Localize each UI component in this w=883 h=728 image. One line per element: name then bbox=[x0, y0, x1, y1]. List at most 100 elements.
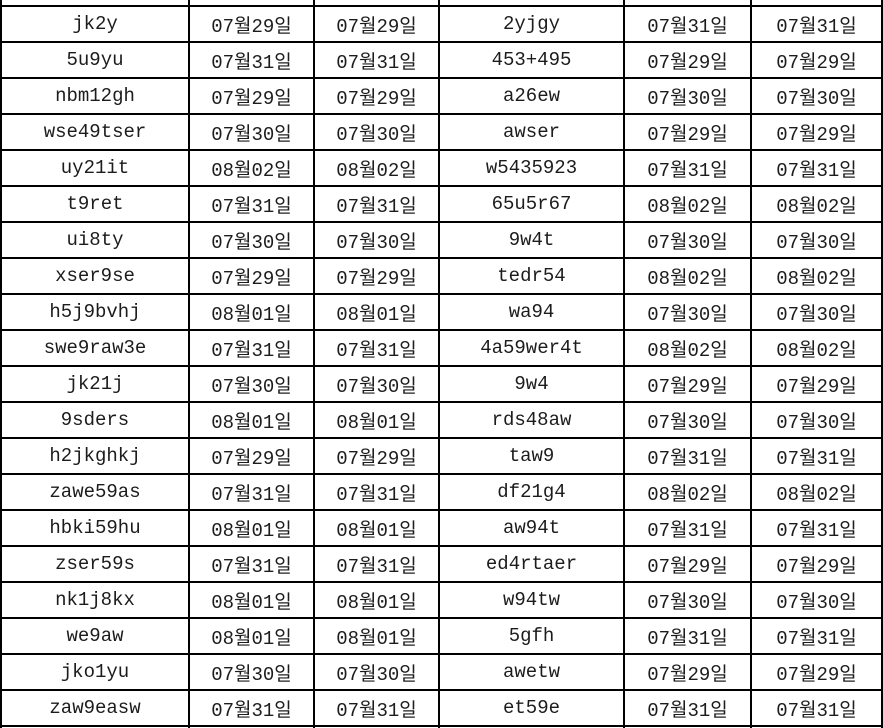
date-cell[interactable]: 07월31일 bbox=[315, 691, 440, 727]
date-cell[interactable]: 08월01일 bbox=[315, 511, 440, 547]
date-cell[interactable]: 07월31일 bbox=[315, 331, 440, 367]
date-cell[interactable]: 08월01일 bbox=[190, 619, 315, 655]
date-cell[interactable]: 08월01일 bbox=[190, 583, 315, 619]
date-cell[interactable]: 07월30일 bbox=[625, 79, 752, 115]
date-cell[interactable]: 07월31일 bbox=[190, 43, 315, 79]
date-cell[interactable]: 08월01일 bbox=[315, 295, 440, 331]
id-cell[interactable]: zser59s bbox=[0, 547, 190, 583]
id-cell[interactable]: t9ret bbox=[0, 187, 190, 223]
date-cell[interactable]: 08월02일 bbox=[625, 259, 752, 295]
date-cell[interactable]: 07월30일 bbox=[190, 223, 315, 259]
id-cell[interactable]: hbki59hu bbox=[0, 511, 190, 547]
date-cell[interactable]: 08월01일 bbox=[190, 295, 315, 331]
date-cell[interactable]: 07월31일 bbox=[752, 619, 883, 655]
date-cell[interactable]: 08월01일 bbox=[190, 403, 315, 439]
id-cell[interactable]: 9w4 bbox=[440, 367, 625, 403]
id-cell[interactable]: w5435923 bbox=[440, 151, 625, 187]
date-cell[interactable]: 08월02일 bbox=[752, 187, 883, 223]
id-cell[interactable]: taw9 bbox=[440, 439, 625, 475]
id-cell[interactable]: 9w4t bbox=[440, 223, 625, 259]
date-cell[interactable]: 07월30일 bbox=[752, 403, 883, 439]
id-cell[interactable]: h2jkghkj bbox=[0, 439, 190, 475]
id-cell[interactable]: tedr54 bbox=[440, 259, 625, 295]
date-cell[interactable]: 07월30일 bbox=[315, 115, 440, 151]
date-cell[interactable]: 08월02일 bbox=[190, 151, 315, 187]
date-cell[interactable]: 07월30일 bbox=[315, 223, 440, 259]
date-cell[interactable]: 07월29일 bbox=[190, 259, 315, 295]
date-cell[interactable]: 07월29일 bbox=[625, 655, 752, 691]
date-cell[interactable]: 07월30일 bbox=[752, 223, 883, 259]
id-cell[interactable]: awser bbox=[440, 115, 625, 151]
date-cell[interactable]: 07월31일 bbox=[625, 619, 752, 655]
date-cell[interactable]: 07월31일 bbox=[315, 43, 440, 79]
date-cell[interactable]: 07월29일 bbox=[190, 439, 315, 475]
date-cell[interactable]: 07월31일 bbox=[315, 475, 440, 511]
date-cell[interactable]: 07월31일 bbox=[190, 547, 315, 583]
date-cell[interactable]: 07월31일 bbox=[752, 691, 883, 727]
id-cell[interactable]: aw94t bbox=[440, 511, 625, 547]
id-cell[interactable]: jk21j bbox=[0, 367, 190, 403]
id-cell[interactable]: et59e bbox=[440, 691, 625, 727]
date-cell[interactable]: 07월31일 bbox=[190, 475, 315, 511]
id-cell[interactable]: w94tw bbox=[440, 583, 625, 619]
date-cell[interactable]: 07월29일 bbox=[752, 655, 883, 691]
date-cell[interactable]: 08월01일 bbox=[315, 403, 440, 439]
id-cell[interactable]: zaw9easw bbox=[0, 691, 190, 727]
date-cell[interactable]: 07월29일 bbox=[625, 367, 752, 403]
date-cell[interactable]: 08월02일 bbox=[752, 331, 883, 367]
id-cell[interactable]: 65u5r67 bbox=[440, 187, 625, 223]
date-cell[interactable]: 07월30일 bbox=[190, 655, 315, 691]
date-cell[interactable]: 07월29일 bbox=[190, 7, 315, 43]
date-cell[interactable]: 07월30일 bbox=[625, 403, 752, 439]
id-cell[interactable]: 5u9yu bbox=[0, 43, 190, 79]
date-cell[interactable]: 07월29일 bbox=[315, 439, 440, 475]
date-cell[interactable]: 07월31일 bbox=[315, 547, 440, 583]
id-cell[interactable]: 5gfh bbox=[440, 619, 625, 655]
id-cell[interactable]: wse49tser bbox=[0, 115, 190, 151]
date-cell[interactable]: 07월30일 bbox=[315, 367, 440, 403]
id-cell[interactable]: xser9se bbox=[0, 259, 190, 295]
date-cell[interactable]: 07월29일 bbox=[190, 79, 315, 115]
date-cell[interactable]: 07월31일 bbox=[315, 187, 440, 223]
date-cell[interactable]: 07월29일 bbox=[625, 115, 752, 151]
date-cell[interactable]: 07월31일 bbox=[752, 7, 883, 43]
id-cell[interactable]: 4a59wer4t bbox=[440, 331, 625, 367]
date-cell[interactable]: 07월29일 bbox=[315, 7, 440, 43]
id-cell[interactable]: jk2y bbox=[0, 7, 190, 43]
date-cell[interactable]: 07월29일 bbox=[315, 79, 440, 115]
date-cell[interactable]: 07월31일 bbox=[752, 151, 883, 187]
id-cell[interactable]: rds48aw bbox=[440, 403, 625, 439]
date-cell[interactable]: 07월31일 bbox=[625, 439, 752, 475]
date-cell[interactable]: 07월30일 bbox=[315, 655, 440, 691]
id-cell[interactable]: wa94 bbox=[440, 295, 625, 331]
date-cell[interactable]: 08월02일 bbox=[625, 475, 752, 511]
date-cell[interactable]: 07월30일 bbox=[752, 583, 883, 619]
id-cell[interactable]: swe9raw3e bbox=[0, 331, 190, 367]
date-cell[interactable]: 07월29일 bbox=[752, 115, 883, 151]
date-cell[interactable]: 07월31일 bbox=[625, 691, 752, 727]
id-cell[interactable]: awetw bbox=[440, 655, 625, 691]
date-cell[interactable]: 07월30일 bbox=[625, 295, 752, 331]
id-cell[interactable]: 9sders bbox=[0, 403, 190, 439]
date-cell[interactable]: 07월31일 bbox=[752, 511, 883, 547]
date-cell[interactable]: 08월01일 bbox=[315, 583, 440, 619]
date-cell[interactable]: 08월02일 bbox=[315, 151, 440, 187]
date-cell[interactable]: 07월30일 bbox=[190, 367, 315, 403]
id-cell[interactable]: ui8ty bbox=[0, 223, 190, 259]
date-cell[interactable]: 08월02일 bbox=[752, 475, 883, 511]
date-cell[interactable]: 08월01일 bbox=[190, 511, 315, 547]
id-cell[interactable]: uy21it bbox=[0, 151, 190, 187]
id-cell[interactable]: df21g4 bbox=[440, 475, 625, 511]
date-cell[interactable]: 07월29일 bbox=[315, 259, 440, 295]
id-cell[interactable]: zawe59as bbox=[0, 475, 190, 511]
date-cell[interactable]: 07월30일 bbox=[752, 295, 883, 331]
date-cell[interactable]: 07월29일 bbox=[752, 367, 883, 403]
id-cell[interactable]: 453+495 bbox=[440, 43, 625, 79]
id-cell[interactable]: we9aw bbox=[0, 619, 190, 655]
id-cell[interactable]: 2yjgy bbox=[440, 7, 625, 43]
id-cell[interactable]: jko1yu bbox=[0, 655, 190, 691]
id-cell[interactable]: a26ew bbox=[440, 79, 625, 115]
id-cell[interactable]: ed4rtaer bbox=[440, 547, 625, 583]
date-cell[interactable]: 08월01일 bbox=[315, 619, 440, 655]
id-cell[interactable]: h5j9bvhj bbox=[0, 295, 190, 331]
